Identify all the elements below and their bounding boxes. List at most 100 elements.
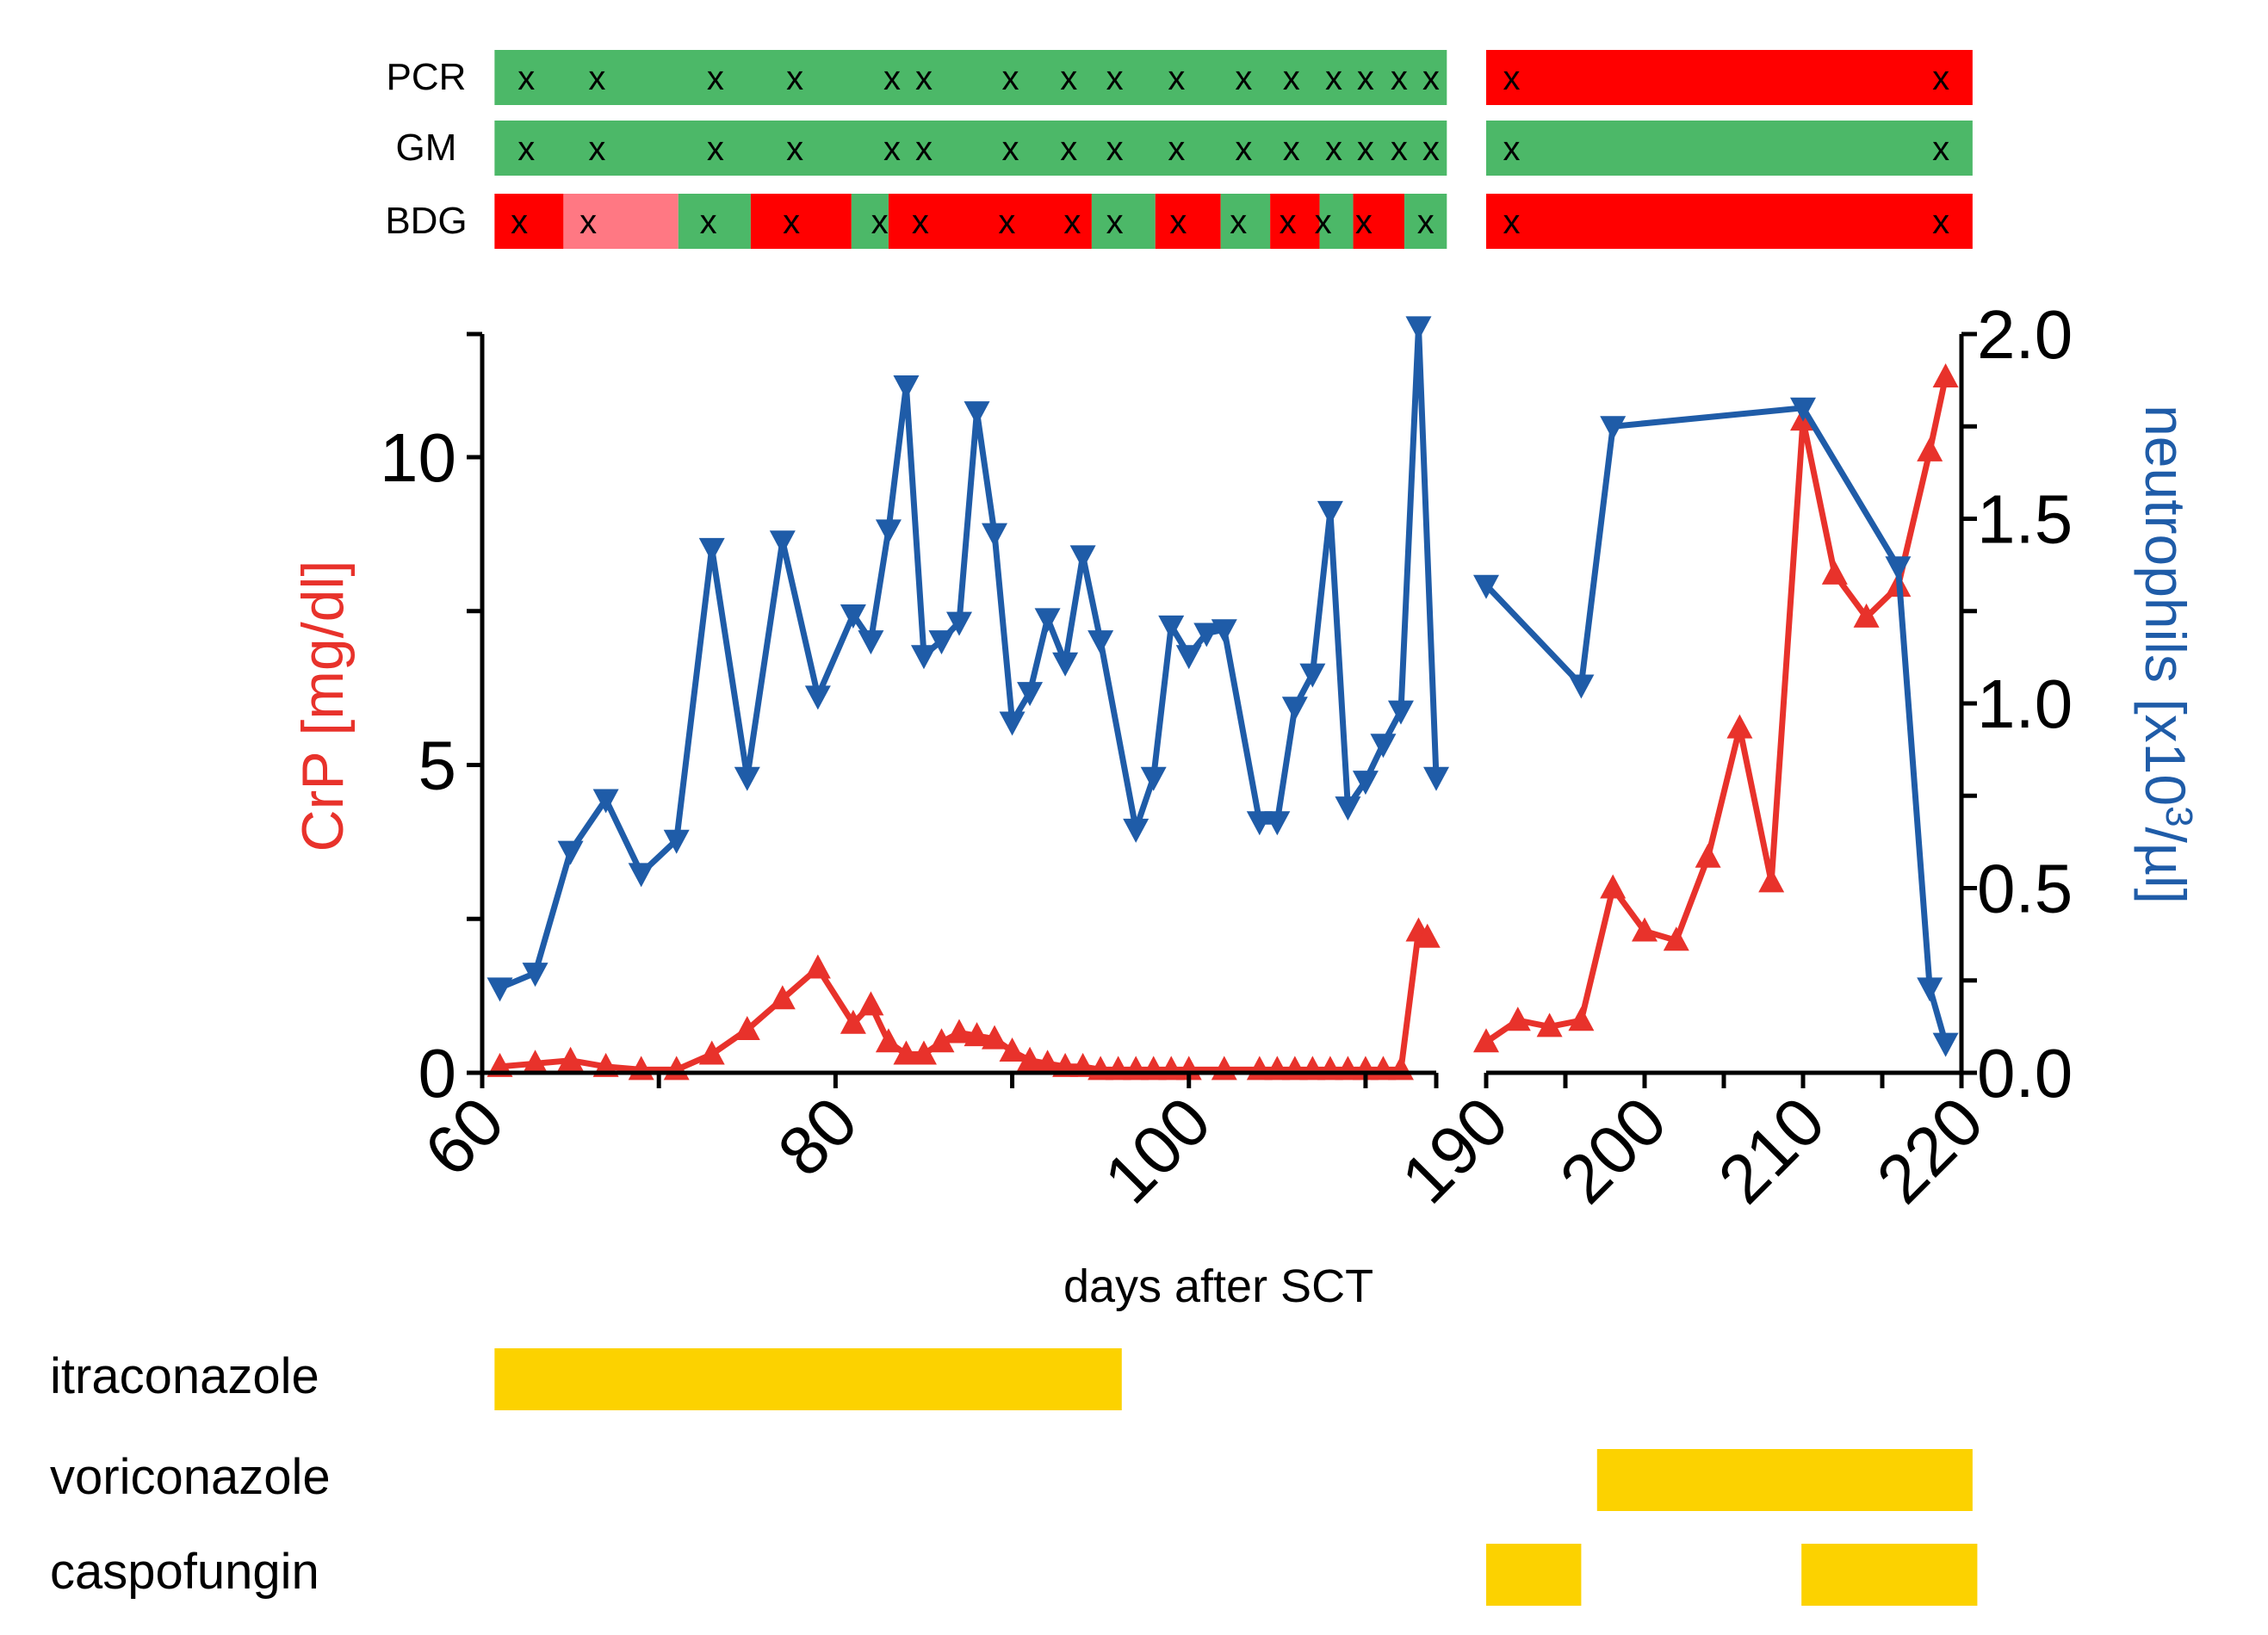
crp-point [1600,874,1627,899]
test-sample-mark: x [1060,59,1077,97]
crp-point [982,1025,1008,1050]
neutrophils-point [1017,682,1044,707]
neutrophils-point [875,519,902,544]
neutrophils-point [946,611,972,636]
neutrophils-point [840,604,866,629]
treatment-bar [494,1348,1122,1410]
test-sample-mark: x [1357,130,1374,168]
test-result-block [851,194,889,249]
treatment-label: voriconazole [50,1449,331,1505]
left-y-tick-label: 10 [380,419,456,496]
neutrophils-point [1790,397,1816,422]
neutrophils-point [1088,630,1114,655]
x-tick-label: 190 [1387,1082,1522,1217]
crp-point [1917,437,1943,461]
crp-point [1504,1006,1531,1031]
test-sample-mark: x [883,130,901,168]
neutrophils-point [1387,700,1414,725]
treatment-label: caspofungin [50,1544,319,1600]
test-sample-mark: x [1932,59,1949,97]
crp-point [1568,1006,1595,1031]
test-sample-mark: x [1169,203,1187,241]
test-result-block [888,194,1092,249]
test-sample-mark: x [1063,203,1081,241]
treatment-itraconazole: itraconazole [50,1348,1122,1410]
crp-point [698,1040,725,1065]
neutrophils-point [1885,556,1912,581]
test-sample-mark: x [786,59,803,97]
neutrophils-point [628,863,654,888]
test-row-label: PCR [387,56,467,98]
test-sample-mark: x [1002,59,1019,97]
test-sample-mark: x [1325,59,1342,97]
treatment-label: itraconazole [50,1348,319,1404]
right-axis-title-main: neutrophils [2134,405,2197,683]
test-result-block [494,50,1447,105]
crp-point [1758,868,1785,893]
neutrophils-point [804,685,831,710]
treatment-bar [1801,1544,1978,1606]
test-sample-mark: x [1315,203,1332,241]
test-sample-mark: x [1235,59,1252,97]
test-sample-mark: x [915,130,933,168]
neutrophils-point [663,829,690,854]
crp-line-segment-0 [499,928,1429,1073]
test-sample-mark: x [786,130,803,168]
test-sample-mark: x [588,59,605,97]
neutrophils-point [1405,316,1432,341]
test-row-gm: GM x x x x x x x x x x x x x x x x x x [396,121,1973,176]
test-result-block [678,194,751,249]
test-result-block [494,121,1447,176]
test-sample-mark: x [1503,59,1520,97]
crp-point [1017,1046,1044,1071]
neutrophils-point [557,840,584,865]
crp-point [1414,923,1441,948]
x-tick-label: 210 [1704,1082,1839,1217]
left-axis-title: CrP [mg/dl] [290,560,356,852]
test-sample-mark: x [517,130,535,168]
right-y-tick-label: 2.0 [1977,296,2073,373]
test-sample-mark: x [1325,130,1342,168]
right-y-tick-label: 1.0 [1977,666,2073,742]
test-sample-mark: x [1002,130,1019,168]
series-layer [486,316,1959,1081]
crp-point [1726,714,1753,739]
test-result-block [750,194,852,249]
neutrophils-point [1211,619,1237,644]
test-sample-mark: x [1357,59,1374,97]
test-result-block [563,194,679,249]
crp-point [734,1015,760,1040]
x-tick-label: 80 [764,1082,872,1191]
test-sample-mark: x [1230,203,1247,241]
test-sample-mark: x [707,130,724,168]
neutrophils-point [1123,818,1149,843]
test-sample-mark: x [1106,59,1124,97]
crp-point [893,1040,920,1065]
crp-point [858,991,884,1016]
crp-point [1932,363,1959,388]
right-y-tick-label: 0.5 [1977,851,2073,927]
neutrophils-point [769,530,796,555]
neutrophils-point [1568,674,1595,699]
test-row-label: GM [396,127,457,169]
test-results-panel: PCR x x x x x x x x x x x x x x x x x xGM x x x x x x x x x x x x x x x x x… [385,50,1973,249]
treatment-panel: itraconazole voriconazole caspofungin [50,1348,1978,1606]
neutrophils-point [999,711,1026,736]
crp-point [1632,917,1658,942]
test-sample-mark: x [998,203,1015,241]
neutrophils-point [928,630,955,655]
test-sample-mark: x [1283,130,1300,168]
crp-point [840,1009,866,1034]
right-y-tick-label: 1.5 [1977,481,2073,558]
crp-point [875,1028,902,1053]
treatment-voriconazole: voriconazole [50,1449,1973,1511]
test-sample-mark: x [588,130,605,168]
test-result-block [1091,194,1156,249]
test-sample-mark: x [1168,130,1185,168]
test-sample-mark: x [1355,203,1373,241]
test-result-block [1220,194,1271,249]
test-sample-mark: x [579,203,597,241]
neutrophils-point [1193,622,1220,647]
neutrophils-point [1299,663,1326,688]
test-sample-mark: x [700,203,717,241]
